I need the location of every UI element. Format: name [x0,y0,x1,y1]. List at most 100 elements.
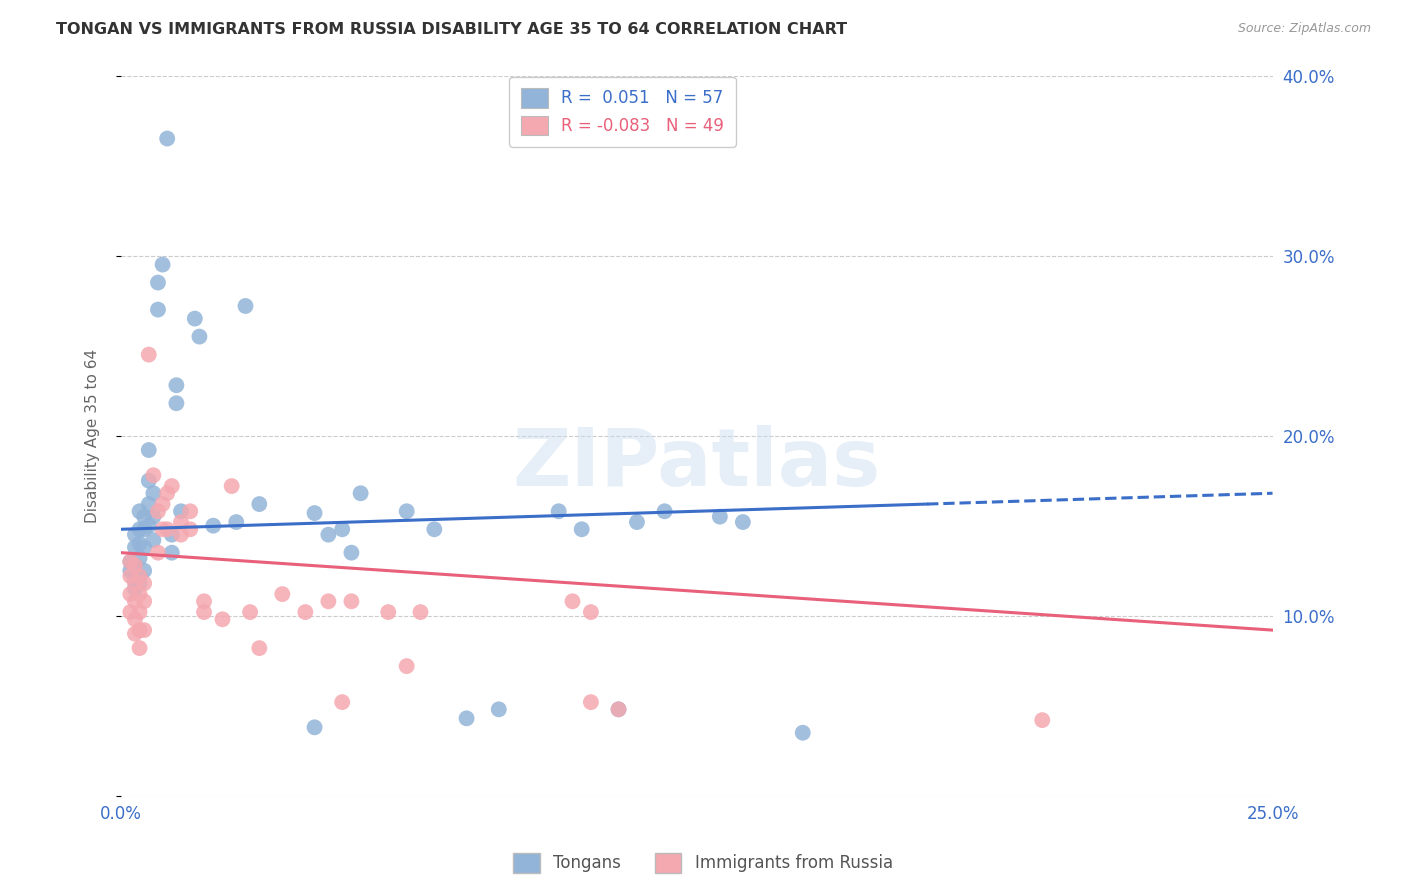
Point [607,702,630,716]
Point [377,605,399,619]
Point [571,522,593,536]
Point [160,479,183,493]
Point [579,605,602,619]
Point [626,515,648,529]
Point [128,522,150,536]
Point [128,504,150,518]
Point [247,641,270,656]
Point [120,555,142,569]
Point [395,659,418,673]
Point [152,522,174,536]
Point [731,515,754,529]
Point [179,522,201,536]
Point [124,527,146,541]
Point [709,509,731,524]
Point [579,695,602,709]
Point [134,594,156,608]
Point [456,711,478,725]
Point [152,497,174,511]
Point [225,515,247,529]
Point [134,564,156,578]
Point [247,497,270,511]
Point [792,725,814,739]
Point [152,258,174,272]
Point [318,594,340,608]
Point [134,509,156,524]
Point [294,605,316,619]
Point [124,558,146,573]
Point [146,546,169,560]
Point [170,527,193,541]
Point [128,587,150,601]
Point [304,506,326,520]
Point [318,527,340,541]
Point [134,576,156,591]
Point [138,348,160,362]
Point [138,443,160,458]
Point [128,537,150,551]
Point [120,555,142,569]
Point [239,605,262,619]
Point [134,541,156,555]
Point [160,527,183,541]
Point [138,497,160,511]
Point [423,522,446,536]
Point [138,518,160,533]
Point [124,594,146,608]
Point [128,623,150,637]
Point [165,378,187,392]
Point [349,486,371,500]
Point [128,551,150,566]
Point [170,504,193,518]
Point [304,720,326,734]
Point [142,486,165,500]
Point [340,594,363,608]
Point [124,541,146,555]
Point [1031,713,1053,727]
Point [340,546,363,560]
Point [170,515,193,529]
Point [120,569,142,583]
Point [138,474,160,488]
Point [561,594,583,608]
Point [654,504,676,518]
Point [188,329,211,343]
Point [179,504,201,518]
Point [395,504,418,518]
Point [202,518,225,533]
Point [120,564,142,578]
Point [120,587,142,601]
Point [156,486,179,500]
Point [184,311,207,326]
Legend: R =  0.051   N = 57, R = -0.083   N = 49: R = 0.051 N = 57, R = -0.083 N = 49 [509,77,735,147]
Point [607,702,630,716]
Text: ZIPatlas: ZIPatlas [513,425,882,503]
Point [211,612,233,626]
Point [156,131,179,145]
Point [193,605,215,619]
Point [146,504,169,518]
Point [120,605,142,619]
Point [134,522,156,536]
Point [124,576,146,591]
Point [124,558,146,573]
Point [128,605,150,619]
Point [488,702,510,716]
Point [160,546,183,560]
Point [146,276,169,290]
Point [134,623,156,637]
Point [547,504,569,518]
Point [165,396,187,410]
Point [128,569,150,583]
Point [142,468,165,483]
Point [146,302,169,317]
Point [124,573,146,587]
Point [221,479,243,493]
Point [142,509,165,524]
Y-axis label: Disability Age 35 to 64: Disability Age 35 to 64 [86,349,100,523]
Point [128,569,150,583]
Point [330,695,353,709]
Point [142,533,165,547]
Point [128,576,150,591]
Point [124,626,146,640]
